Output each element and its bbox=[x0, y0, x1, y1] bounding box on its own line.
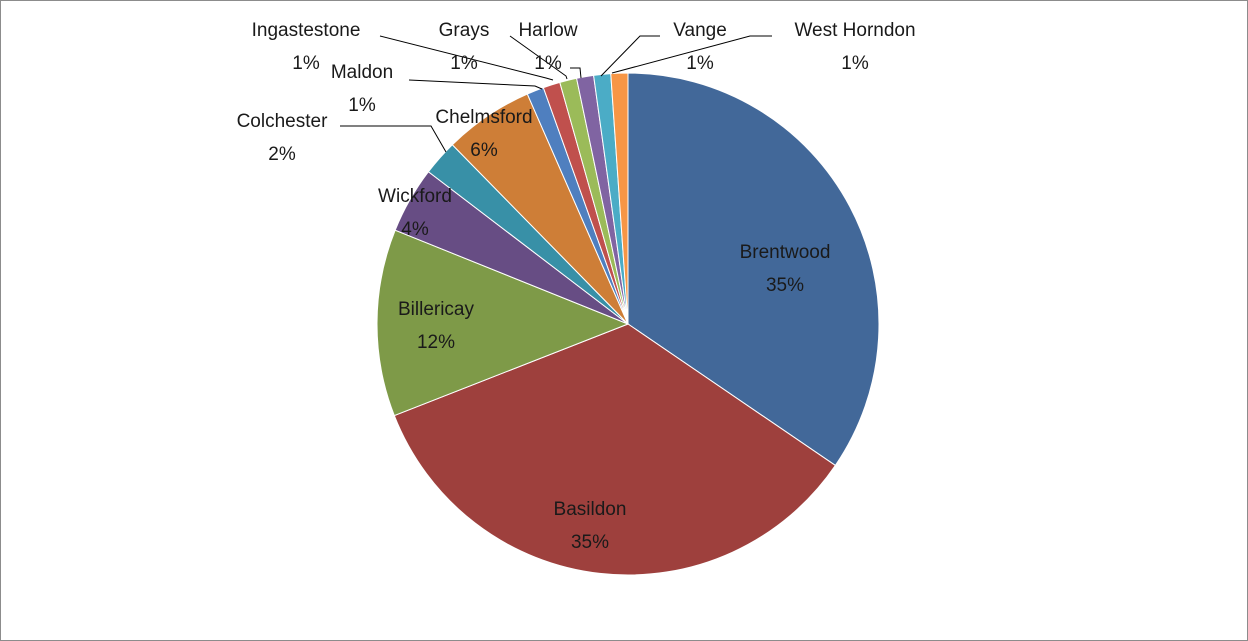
data-label-basildon: Basildon bbox=[554, 499, 627, 520]
data-label-wickford: Wickford bbox=[378, 186, 452, 207]
data-percent-billericay: 12% bbox=[417, 332, 455, 353]
data-percent-colchester: 2% bbox=[268, 144, 296, 165]
data-label-grays: Grays bbox=[439, 20, 490, 41]
leader-line-maldon bbox=[408, 79, 543, 90]
data-label-brentwood: Brentwood bbox=[740, 242, 831, 263]
data-percent-basildon: 35% bbox=[571, 532, 609, 553]
data-percent-ingastestone: 1% bbox=[292, 53, 320, 74]
leader-line-west-horndon bbox=[611, 35, 772, 74]
pie-slices bbox=[376, 72, 880, 576]
data-percent-wickford: 4% bbox=[401, 219, 429, 240]
data-percent-maldon: 1% bbox=[348, 95, 376, 116]
pie-slice-basildon bbox=[393, 323, 837, 576]
data-label-colchester: Colchester bbox=[237, 111, 328, 132]
data-labels: Brentwood 35% Basildon 35% Billericay 12% Wick… bbox=[237, 20, 916, 553]
data-label-vange: Vange bbox=[673, 20, 727, 41]
data-label-chelmsford: Chelmsford bbox=[435, 107, 532, 128]
data-percent-brentwood: 35% bbox=[766, 275, 804, 296]
data-label-billericay: Billericay bbox=[398, 299, 475, 320]
pie-slice-brentwood bbox=[627, 72, 880, 467]
leader-line-harlow bbox=[570, 67, 582, 79]
leader-line-grays bbox=[509, 35, 568, 80]
data-label-maldon: Maldon bbox=[331, 62, 393, 83]
data-percent-chelmsford: 6% bbox=[470, 140, 498, 161]
data-percent-harlow: 1% bbox=[534, 53, 562, 74]
leader-line-colchester bbox=[340, 125, 447, 153]
leader-line-vange bbox=[600, 35, 660, 77]
data-percent-west-horndon: 1% bbox=[841, 53, 869, 74]
pie-slice-billericay bbox=[376, 229, 630, 417]
data-percent-grays: 1% bbox=[450, 53, 478, 74]
leader-line-ingastestone bbox=[379, 35, 554, 81]
leader-lines bbox=[340, 35, 772, 153]
data-label-west-horndon: West Horndon bbox=[794, 20, 915, 41]
data-label-harlow: Harlow bbox=[518, 20, 577, 41]
pie-slice-west-horndon bbox=[610, 72, 629, 325]
data-percent-vange: 1% bbox=[686, 53, 714, 74]
data-label-ingastestone: Ingastestone bbox=[252, 20, 361, 41]
